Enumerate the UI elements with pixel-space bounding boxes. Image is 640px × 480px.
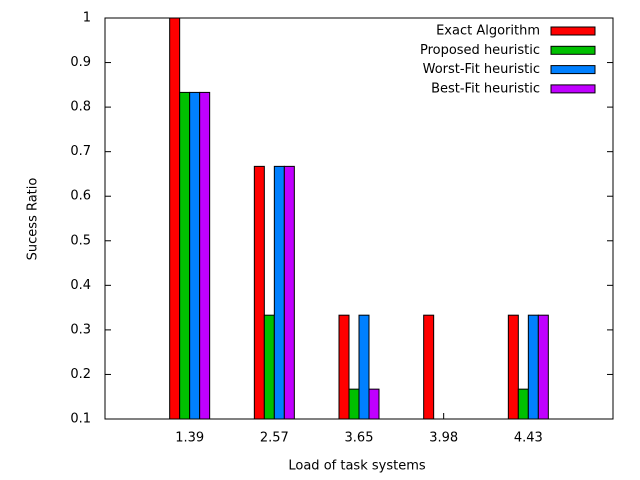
bar [368,388,380,420]
bar [527,314,539,420]
y-tick-label: 0.9 [70,55,91,70]
x-tick-label: 4.43 [514,431,543,446]
bar [423,314,435,420]
legend-swatch [550,65,596,75]
legend-label: Worst-Fit heuristic [423,62,540,77]
legend-swatch [550,45,596,55]
y-tick-label: 0.1 [70,412,91,427]
y-tick-label: 0.2 [70,367,91,382]
bar [273,165,285,420]
y-tick-label: 0.3 [70,322,91,337]
y-tick-label: 0.7 [70,144,91,159]
legend-swatch [550,26,596,36]
y-tick-label: 0.4 [70,278,91,293]
bar [169,17,181,420]
y-tick-label: 1 [83,11,91,26]
x-tick-label: 3.98 [429,431,458,446]
bar [179,91,191,420]
x-tick-label: 1.39 [175,431,204,446]
bar [517,388,529,420]
bar [338,314,350,420]
bar [358,314,370,420]
legend-swatch [550,84,596,94]
y-tick-label: 0.5 [70,233,91,248]
legend-label: Best-Fit heuristic [431,81,540,96]
legend-label: Proposed heuristic [420,43,540,58]
legend-label: Exact Algorithm [436,24,540,39]
x-axis-label: Load of task systems [288,459,425,474]
y-tick-label: 0.8 [70,100,91,115]
bar [507,314,519,420]
x-tick-label: 2.57 [260,431,289,446]
bar [348,388,360,420]
x-tick-label: 3.65 [345,431,374,446]
bar [253,165,265,420]
bar [283,165,295,420]
y-tick-label: 0.6 [70,189,91,204]
bar [537,314,549,420]
bar [199,91,211,420]
bar [189,91,201,420]
y-axis-label: Sucess Ratio [26,178,41,261]
bar [263,314,275,420]
